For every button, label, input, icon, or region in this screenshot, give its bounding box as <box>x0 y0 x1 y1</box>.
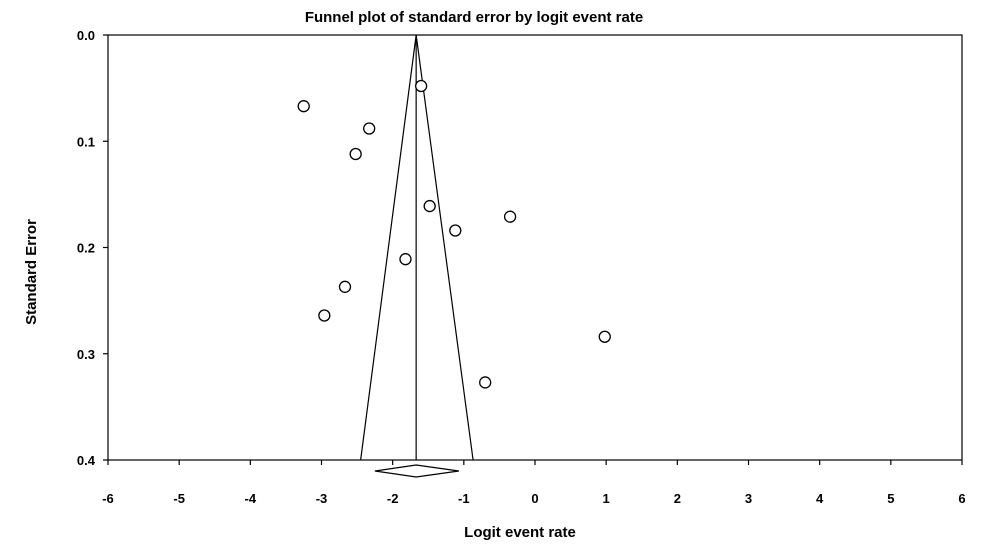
x-tick-label: 1 <box>603 491 610 506</box>
study-point <box>503 210 517 223</box>
x-tick-label: 0 <box>531 491 538 506</box>
study-point <box>479 376 492 389</box>
study-point <box>449 224 462 237</box>
y-tick-label: 0.1 <box>77 134 95 149</box>
funnel-right-line <box>415 34 474 461</box>
x-tick-label: -2 <box>387 491 399 506</box>
x-tick-label: 4 <box>816 491 824 506</box>
plot-frame <box>107 34 963 461</box>
x-axis-ticks: -6 -5 -4 -3 -2 -1 0 1 2 3 4 5 6 <box>102 460 966 506</box>
x-tick-label: 3 <box>745 491 752 506</box>
study-point <box>399 253 412 266</box>
study-point <box>598 330 611 343</box>
x-tick-label: -6 <box>102 491 114 506</box>
y-axis-label: Standard Error <box>23 219 40 325</box>
y-axis-ticks: 0.0 0.1 0.2 0.3 0.4 <box>77 28 108 468</box>
y-tick-label: 0.4 <box>77 453 96 468</box>
y-tick-label: 0.2 <box>77 241 95 256</box>
study-point <box>363 122 376 135</box>
chart-title: Funnel plot of standard error by logit e… <box>305 9 643 26</box>
study-point <box>414 79 428 93</box>
x-tick-label: 2 <box>674 491 681 506</box>
study-point <box>423 199 436 213</box>
x-tick-label: -3 <box>316 491 328 506</box>
x-tick-label: -4 <box>245 491 257 506</box>
summary-diamond <box>374 464 459 478</box>
x-tick-label: -5 <box>173 491 185 506</box>
study-point <box>297 100 310 113</box>
y-tick-label: 0.0 <box>77 28 95 43</box>
study-point <box>338 280 352 293</box>
x-tick-label: 6 <box>958 491 965 506</box>
study-points <box>297 79 611 389</box>
x-axis-label: Logit event rate <box>464 524 576 541</box>
summary-diamond-group <box>374 464 459 478</box>
y-tick-label: 0.3 <box>77 347 95 362</box>
study-point <box>318 309 331 322</box>
funnel-lines <box>360 34 474 461</box>
x-tick-label: 5 <box>887 491 894 506</box>
x-tick-label: -1 <box>458 491 470 506</box>
study-point <box>349 147 362 161</box>
funnel-left-line <box>360 34 417 461</box>
